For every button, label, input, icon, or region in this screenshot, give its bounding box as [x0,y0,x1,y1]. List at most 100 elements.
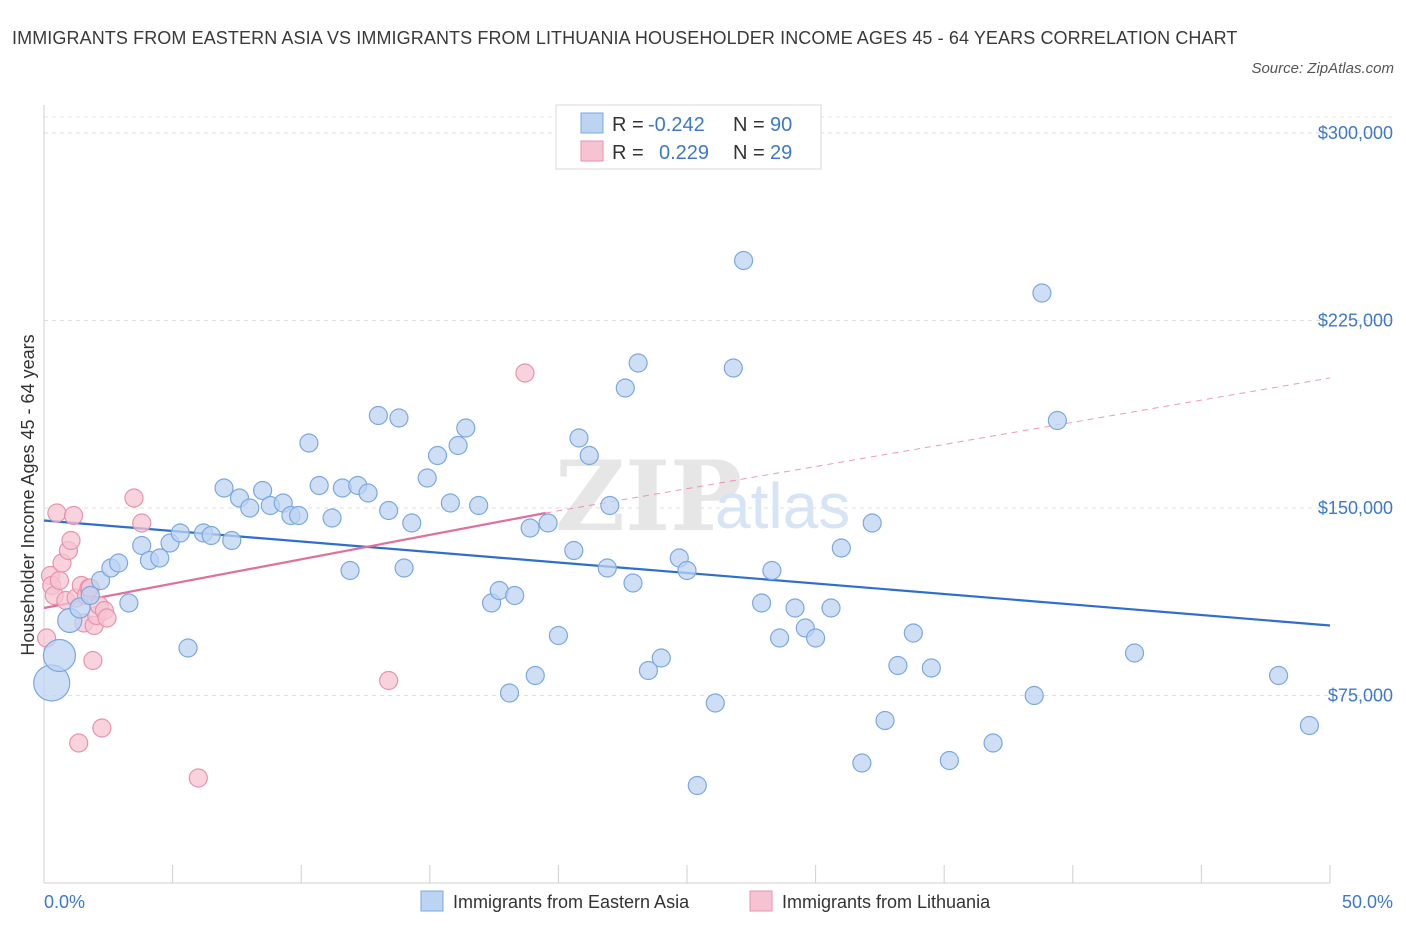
y-tick-label: $75,000 [1328,686,1393,706]
point-eastern-asia [615,378,635,398]
point-eastern-asia [852,753,872,773]
point-lithuania [92,718,112,738]
point-eastern-asia [358,483,378,503]
series-legend-swatch-lithuania [749,890,773,912]
point-eastern-asia [1268,665,1289,686]
point-eastern-asia [150,548,170,568]
point-eastern-asia [597,558,617,578]
point-eastern-asia [394,558,414,578]
y-tick-labels: $75,000 $150,000 $225,000 $300,000 [1318,123,1393,706]
point-eastern-asia [108,553,129,573]
axes [43,105,1331,884]
point-eastern-asia [1024,685,1044,706]
point-eastern-asia [309,475,329,496]
point-eastern-asia [623,573,643,593]
point-eastern-asia [1124,643,1145,663]
point-eastern-asia [805,628,826,648]
point-eastern-asia [751,593,772,613]
point-eastern-asia [785,598,805,618]
point-eastern-asia [520,518,540,538]
point-lithuania [69,733,89,753]
point-eastern-asia [289,505,309,526]
point-eastern-asia [1047,410,1067,431]
y-axis-label: Householder Income Ages 45 - 64 years [18,334,38,655]
legend-r-label-1: R = [612,142,644,164]
point-eastern-asia [1299,715,1320,736]
point-eastern-asia [651,648,671,668]
point-eastern-asia [389,408,409,428]
point-lithuania [124,488,144,508]
point-eastern-asia [201,525,221,546]
point-eastern-asia [119,593,139,613]
chart-title: IMMIGRANTS FROM EASTERN ASIA VS IMMIGRAN… [12,28,1238,48]
point-eastern-asia [379,500,399,521]
point-eastern-asia [80,585,100,606]
series-legend-label-eastern-asia: Immigrants from Eastern Asia [453,892,690,912]
point-eastern-asia [939,750,959,771]
point-eastern-asia [723,358,743,378]
point-eastern-asia [132,535,152,556]
legend-n-label-1: N = [733,142,765,164]
point-eastern-asia [170,523,190,543]
point-eastern-asia [42,638,77,673]
point-lithuania [379,670,399,691]
point-eastern-asia [628,353,648,373]
point-eastern-asia [499,683,520,703]
y-tick-label: $150,000 [1318,498,1393,518]
point-eastern-asia [677,560,697,581]
point-eastern-asia [921,658,941,678]
point-eastern-asia [821,598,841,618]
point-eastern-asia [579,445,599,466]
point-eastern-asia [888,655,908,676]
point-eastern-asia [322,508,342,528]
point-lithuania [63,505,84,526]
gridlines [44,116,1393,696]
point-lithuania [61,530,81,551]
point-eastern-asia [983,733,1003,753]
legend-n-value-1: 29 [770,142,792,164]
point-eastern-asia [240,498,260,518]
point-eastern-asia [90,570,111,591]
point-eastern-asia [505,585,525,606]
x-tick-label-max: 50.0% [1342,892,1393,912]
point-eastern-asia [831,538,851,558]
point-eastern-asia [862,513,882,533]
point-eastern-asia [538,513,558,533]
point-eastern-asia [448,435,468,456]
point-eastern-asia [402,513,422,533]
stats-legend: R = -0.242 N = 90 R = 0.229 N = 29 [555,104,822,170]
point-eastern-asia [456,418,476,438]
point-eastern-asia [178,638,198,658]
point-eastern-asia [705,693,725,713]
trend-line-lithuania-extension [545,377,1331,514]
point-eastern-asia [368,405,388,426]
point-eastern-asia [733,250,754,271]
point-eastern-asia [299,433,319,453]
point-eastern-asia [253,480,273,501]
point-eastern-asia [548,625,569,646]
point-lithuania [83,650,103,671]
point-lithuania [515,363,535,383]
point-eastern-asia [769,628,790,648]
legend-n-label-0: N = [733,114,765,136]
legend-swatch-lithuania [580,140,604,162]
point-eastern-asia [762,560,782,581]
point-eastern-asia [875,710,895,731]
y-tick-label: $300,000 [1318,123,1393,143]
point-eastern-asia [427,445,448,466]
point-eastern-asia [569,428,589,448]
legend-n-value-0: 90 [770,114,792,136]
point-lithuania [97,608,117,628]
point-eastern-asia [638,660,659,681]
legend-r-label-0: R = [612,114,644,136]
point-eastern-asia [214,478,234,498]
point-eastern-asia [469,495,489,516]
point-lithuania [132,513,152,533]
scatter-points [33,250,1320,796]
chart-source: Source: ZipAtlas.com [1251,60,1394,77]
watermark: ZIP atlas [555,440,850,553]
point-lithuania [188,768,208,788]
x-tick-marks [43,865,1331,883]
watermark-atlas: atlas [715,470,850,542]
